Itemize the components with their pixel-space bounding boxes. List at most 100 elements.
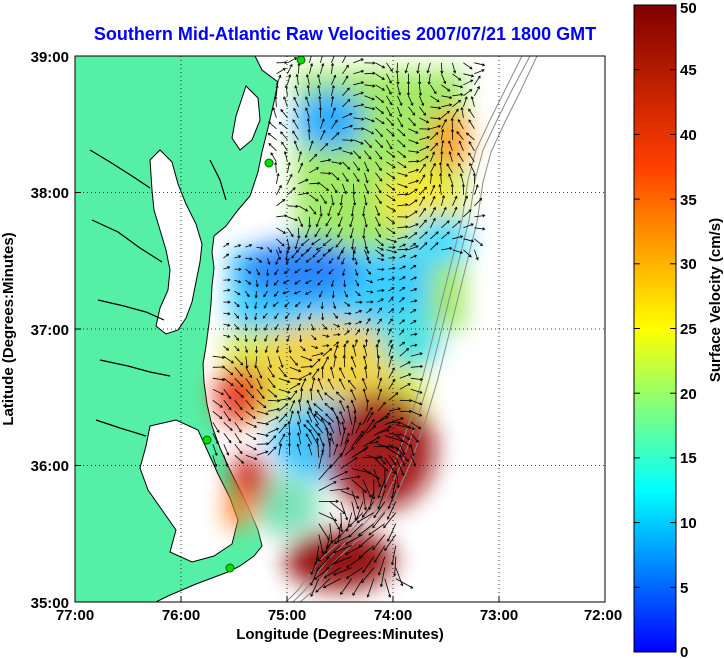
current-vector-head: [345, 340, 349, 344]
current-vector: [254, 313, 257, 320]
current-vector-head: [461, 183, 466, 187]
current-vector: [344, 330, 350, 336]
current-vector: [266, 280, 268, 287]
current-vector: [320, 63, 324, 74]
current-vector-head: [348, 311, 352, 316]
current-vector: [318, 523, 330, 541]
current-vector-head: [405, 192, 409, 196]
current-vector: [333, 334, 340, 336]
current-vector-head: [356, 167, 360, 171]
current-vector-head: [287, 380, 291, 384]
current-vector-head: [392, 245, 396, 249]
current-vector-head: [379, 584, 384, 588]
current-vector: [358, 545, 375, 559]
current-vector: [430, 185, 435, 195]
current-vector: [309, 194, 319, 202]
current-vector: [419, 219, 427, 229]
current-vector-head: [470, 239, 475, 243]
current-vector-head: [278, 184, 282, 189]
current-vector-head: [293, 140, 297, 144]
current-vector: [441, 231, 450, 240]
current-vector-head: [343, 426, 347, 431]
current-vector: [452, 99, 461, 108]
current-vector-head: [249, 257, 253, 261]
current-vector: [375, 238, 384, 246]
current-vector: [362, 419, 375, 436]
current-vector-head: [390, 344, 394, 348]
current-vector: [245, 268, 251, 274]
current-vector: [306, 74, 310, 85]
current-vector: [287, 74, 291, 85]
current-vector: [340, 512, 343, 532]
current-vector-head: [360, 430, 364, 434]
current-vector: [353, 150, 361, 159]
current-vector-head: [438, 161, 443, 165]
current-vector: [448, 173, 453, 184]
current-vector: [410, 333, 417, 336]
current-vector-head: [470, 223, 474, 227]
current-vector: [378, 479, 386, 498]
current-vector: [397, 183, 408, 188]
current-vector: [346, 556, 364, 568]
current-vector-head: [450, 128, 455, 132]
current-vector: [333, 556, 352, 564]
current-vector: [223, 242, 230, 248]
current-vector-head: [226, 347, 230, 351]
current-vector-head: [371, 97, 375, 101]
current-vector-head: [300, 253, 304, 257]
current-vector-head: [296, 410, 300, 414]
current-vector: [333, 301, 336, 309]
current-vector: [363, 388, 368, 401]
current-vector-head: [283, 373, 287, 378]
current-vector: [234, 323, 239, 330]
current-vector: [278, 424, 287, 434]
current-vector: [286, 257, 290, 265]
current-vector-head: [419, 413, 423, 417]
current-vector: [276, 346, 279, 353]
current-vector-head: [347, 303, 351, 307]
current-vector-head: [305, 107, 309, 111]
current-vector: [410, 455, 416, 467]
current-vector: [364, 183, 369, 194]
current-vector: [384, 446, 402, 457]
current-vector-head: [290, 234, 294, 238]
current-vector: [256, 378, 263, 390]
current-vector: [275, 257, 279, 265]
current-vector-head: [413, 276, 418, 280]
current-vector: [459, 141, 464, 151]
current-vector: [474, 62, 485, 66]
current-vector: [364, 249, 369, 260]
current-vector-head: [364, 202, 368, 206]
current-vector-head: [372, 71, 376, 75]
current-vector-head: [254, 365, 258, 369]
current-vector: [300, 366, 313, 368]
current-vector: [410, 399, 422, 405]
current-vector-head: [305, 178, 309, 182]
current-vector: [399, 444, 406, 455]
current-vector: [452, 235, 463, 240]
current-vector: [463, 73, 474, 77]
current-vector: [289, 346, 291, 353]
current-vector: [264, 323, 268, 331]
current-vector-head: [380, 298, 384, 302]
current-vector: [265, 345, 268, 353]
current-vector-head: [230, 383, 234, 386]
current-vector: [384, 534, 397, 551]
current-vector-head: [306, 419, 310, 423]
current-vector-head: [407, 361, 411, 365]
current-vector: [268, 143, 277, 152]
current-vector: [368, 523, 386, 536]
current-vector: [408, 180, 419, 185]
current-vector-head: [328, 158, 332, 162]
current-vector-head: [333, 550, 337, 554]
current-vector-head: [341, 273, 346, 277]
current-vector: [305, 268, 312, 272]
current-vector-head: [372, 61, 376, 65]
current-vector-head: [481, 69, 485, 73]
current-vector-head: [316, 568, 320, 572]
current-vector-head: [310, 53, 313, 55]
current-vector-head: [280, 108, 284, 113]
current-vector-head: [314, 411, 318, 415]
current-vector-head: [350, 388, 354, 393]
current-vector-head: [316, 368, 320, 372]
